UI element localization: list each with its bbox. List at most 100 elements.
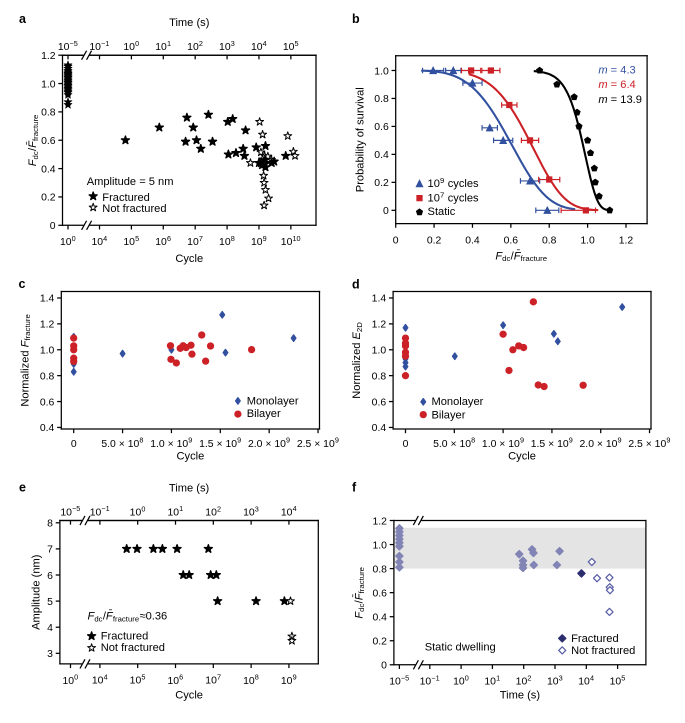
svg-text:2 . 0: 2 . 0 × 1 0 9 xyxy=(580,427,624,452)
svg-text:e: e xyxy=(19,481,26,495)
svg-text:0.2: 0.2 xyxy=(427,236,442,247)
svg-text:2 . 5: 2 . 5 × 1 0 9 xyxy=(628,427,672,452)
svg-text:F F d c: F F d c f r a c t u r e / ̄ xyxy=(495,239,553,266)
svg-text:1 0 5: 1 0 5 xyxy=(123,225,141,250)
svg-text:1 0 −: 1 0 − 5 xyxy=(58,26,80,55)
svg-text:1 0 3: 1 0 3 xyxy=(243,495,261,520)
svg-text:0: 0 xyxy=(71,439,77,450)
svg-text:1 0 8: 1 0 8 xyxy=(243,664,261,689)
svg-text:1.2: 1.2 xyxy=(372,320,387,331)
svg-text:1 0 4: 1 0 4 xyxy=(251,30,269,55)
svg-text:0.4: 0.4 xyxy=(41,164,56,175)
svg-text:1.2: 1.2 xyxy=(40,320,55,331)
svg-text:Amplitude (nm): Amplitude (nm) xyxy=(31,554,43,630)
svg-text:1.0: 1.0 xyxy=(372,346,387,357)
svg-text:Static dwelling: Static dwelling xyxy=(425,642,496,654)
svg-text:0.8: 0.8 xyxy=(40,371,55,382)
svg-text:1 0 1: 1 0 1 xyxy=(167,495,185,520)
svg-text:1 . 0: 1 . 0 × 1 0 9 xyxy=(482,427,526,452)
svg-text:0.4: 0.4 xyxy=(372,423,387,434)
svg-text:1 0 −: 1 0 − 5 xyxy=(60,491,82,520)
svg-text:F F d c: F F d c f r a c t u r e / ̄ ≈ 0 . 3 6 xyxy=(88,597,168,626)
svg-text:1 0 −: 1 0 − 1 xyxy=(90,491,112,520)
svg-text:2 . 5: 2 . 5 × 1 0 9 xyxy=(297,427,341,452)
svg-text:Not fractured: Not fractured xyxy=(571,645,635,657)
svg-text:Bilayer: Bilayer xyxy=(247,408,281,420)
svg-text:0: 0 xyxy=(50,221,56,232)
svg-text:f: f xyxy=(352,481,357,495)
svg-text:1.2: 1.2 xyxy=(41,51,56,62)
svg-text:1 0 0: 1 0 0 xyxy=(130,495,148,520)
svg-text:m =: m = 4 . 3 xyxy=(598,53,635,78)
svg-text:Bilayer: Bilayer xyxy=(431,409,465,421)
svg-text:d: d xyxy=(352,278,360,292)
svg-text:0.8: 0.8 xyxy=(542,236,557,247)
svg-text:0: 0 xyxy=(381,661,387,672)
svg-text:1 0 c: 1 0 c y c l e s 7 xyxy=(428,182,485,207)
svg-text:1 0 4: 1 0 4 xyxy=(281,495,299,520)
svg-text:1 . 5: 1 . 5 × 1 0 9 xyxy=(531,427,575,452)
svg-text:F F d c: F F d c f r a c t u r e / ̄ xyxy=(342,561,369,619)
svg-text:2 . 0: 2 . 0 × 1 0 9 xyxy=(248,427,292,452)
svg-text:0.2: 0.2 xyxy=(374,178,389,189)
svg-text:F F d c: F F d c f r a c t u r e / ̄ xyxy=(16,108,43,166)
svg-text:Not fractured: Not fractured xyxy=(102,203,166,215)
svg-text:N o r m: N o r m a l i z e d F f r a c t u r e xyxy=(8,312,35,406)
svg-text:1 0 7: 1 0 7 xyxy=(205,664,223,689)
svg-text:5 . 0: 5 . 0 × 1 0 8 xyxy=(101,427,145,452)
svg-text:Cycle: Cycle xyxy=(175,689,203,701)
svg-text:N o r m: N o r m a l i z e d E 2 D xyxy=(340,322,367,399)
svg-text:0.6: 0.6 xyxy=(40,397,55,408)
svg-text:1.0: 1.0 xyxy=(372,540,387,551)
svg-text:0: 0 xyxy=(393,236,399,247)
svg-text:Fractured: Fractured xyxy=(101,631,149,643)
svg-text:6: 6 xyxy=(47,571,53,582)
svg-text:Cycle: Cycle xyxy=(175,253,203,265)
svg-text:Amplitude = 5 nm: Amplitude = 5 nm xyxy=(87,176,174,188)
svg-text:Monolayer: Monolayer xyxy=(431,396,483,408)
svg-text:4: 4 xyxy=(47,623,53,634)
svg-text:1 0 2: 1 0 2 xyxy=(205,495,223,520)
svg-text:1 0 −: 1 0 − 1 xyxy=(420,660,442,689)
svg-text:1 0 −: 1 0 − 1 xyxy=(89,26,111,55)
svg-text:5 . 0: 5 . 0 × 1 0 8 xyxy=(433,427,477,452)
svg-text:1.0: 1.0 xyxy=(41,79,56,90)
svg-text:1.2: 1.2 xyxy=(372,516,387,527)
svg-text:1 0 4: 1 0 4 xyxy=(578,665,596,690)
svg-text:0: 0 xyxy=(403,439,409,450)
svg-text:Monolayer: Monolayer xyxy=(247,395,299,407)
svg-text:1 0 4: 1 0 4 xyxy=(91,225,109,250)
svg-text:0.2: 0.2 xyxy=(41,193,56,204)
svg-text:1 0 c: 1 0 c y c l e s 9 xyxy=(428,167,485,192)
svg-text:0.4: 0.4 xyxy=(374,150,389,161)
svg-text:5: 5 xyxy=(47,597,53,608)
svg-text:1 0 1: 1 0 1 0 xyxy=(281,221,303,250)
svg-text:1.0: 1.0 xyxy=(374,66,389,77)
svg-text:m =: m = 6 . 4 xyxy=(598,68,635,93)
svg-text:1.0: 1.0 xyxy=(580,236,595,247)
svg-text:1.2: 1.2 xyxy=(619,236,634,247)
svg-text:7: 7 xyxy=(47,545,53,556)
svg-text:Time (s): Time (s) xyxy=(169,482,210,494)
svg-text:0.6: 0.6 xyxy=(374,122,389,133)
svg-text:1 0 4: 1 0 4 xyxy=(92,664,110,689)
svg-text:c: c xyxy=(18,277,25,291)
svg-text:Fractured: Fractured xyxy=(102,192,150,204)
svg-text:Cycle: Cycle xyxy=(508,451,536,463)
svg-text:1 0 1: 1 0 1 xyxy=(155,30,173,55)
svg-text:1 . 0: 1 . 0 × 1 0 9 xyxy=(150,427,194,452)
svg-text:1 0 8: 1 0 8 xyxy=(219,225,237,250)
svg-text:Time (s): Time (s) xyxy=(169,17,210,29)
svg-text:Static: Static xyxy=(428,206,456,218)
svg-text:0.4: 0.4 xyxy=(372,612,387,623)
svg-text:1 0 9: 1 0 9 xyxy=(281,664,299,689)
svg-text:0.6: 0.6 xyxy=(41,136,56,147)
svg-text:0.8: 0.8 xyxy=(372,371,387,382)
svg-text:1 0 6: 1 0 6 xyxy=(167,664,185,689)
svg-text:b: b xyxy=(352,12,360,26)
svg-text:3: 3 xyxy=(47,649,53,660)
svg-text:0.8: 0.8 xyxy=(372,564,387,575)
svg-text:8: 8 xyxy=(47,519,53,530)
svg-text:1 0 6: 1 0 6 xyxy=(155,225,173,250)
svg-text:0.6: 0.6 xyxy=(372,397,387,408)
